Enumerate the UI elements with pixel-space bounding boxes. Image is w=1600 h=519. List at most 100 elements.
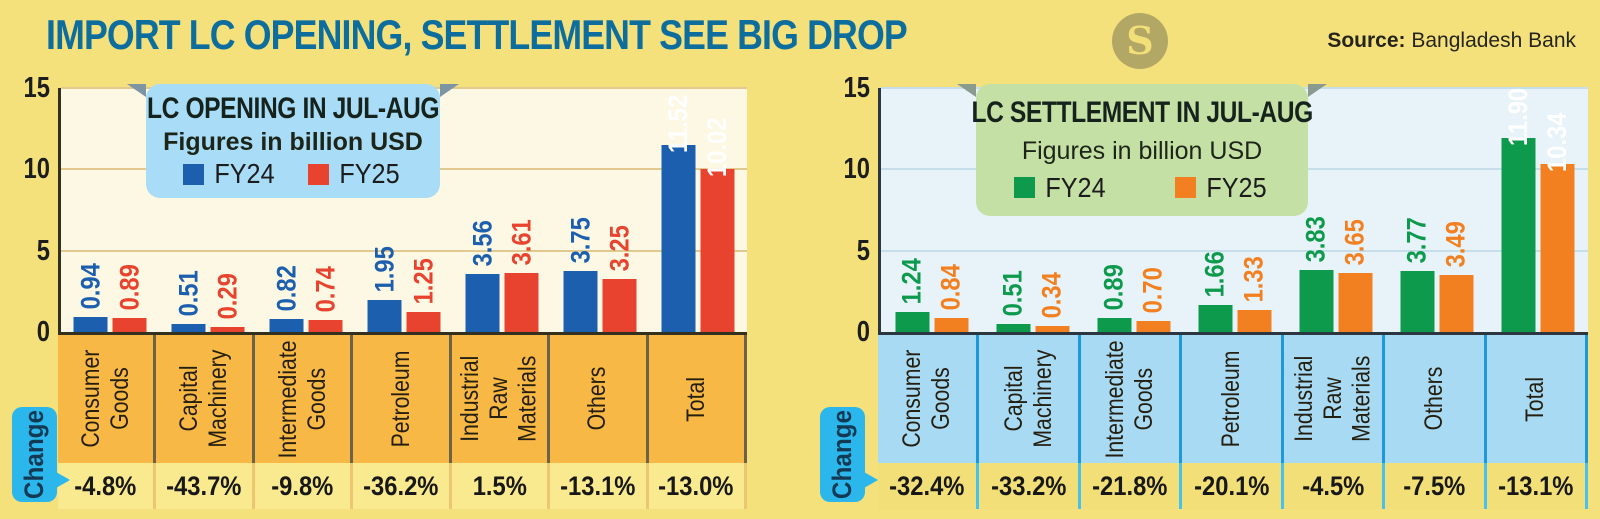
bar-label-fy24-capital-machinery: 0.51 <box>997 270 1028 317</box>
bar-pair-total: 11.90 10.34 <box>1501 88 1574 332</box>
bar-label-fy25-total: 10.34 <box>1541 112 1572 172</box>
change-cell-others: -13.1% <box>550 463 649 509</box>
source-value: Bangladesh Bank <box>1405 29 1576 52</box>
category-cell-total: Total <box>649 335 747 463</box>
slot-capital-machinery: 0.51 0.29 <box>159 88 257 332</box>
category-label-industrial-raw-materials: Industrial Raw Materials <box>456 355 542 443</box>
bar-label-fy25-petroleum: 1.33 <box>1238 256 1269 303</box>
chart-title: LC SETTLEMENT IN JUL-AUG <box>971 96 1313 130</box>
legend-label-fy25: FY25 <box>1206 171 1267 203</box>
bar-label-fy24-others: 3.77 <box>1401 217 1432 264</box>
bar-group-fy24-industrial-raw-materials: 3.56 <box>465 217 500 332</box>
bar-group-fy24-intermediate-goods: 0.89 <box>1097 261 1131 332</box>
category-label-capital-machinery: Capital Machinery <box>175 349 233 449</box>
bar-fy25-petroleum <box>1237 310 1271 332</box>
bar-fy25-intermediate-goods <box>308 320 343 332</box>
chart-subtitle: Figures in billion USD <box>1021 136 1263 165</box>
change-cell-consumer-goods: -4.8% <box>58 463 157 509</box>
y-tick-15: 15 <box>23 72 50 104</box>
bar-group-fy25-industrial-raw-materials: 3.65 <box>1338 216 1372 332</box>
change-value-consumer-goods: -4.8% <box>74 470 137 501</box>
publisher-logo-icon: S <box>1112 13 1168 69</box>
source-label: Source: <box>1327 29 1406 52</box>
category-cell-petroleum: Petroleum <box>1182 335 1284 463</box>
bar-label-fy25-capital-machinery: 0.34 <box>1036 272 1067 319</box>
gridline-5 <box>61 249 747 252</box>
category-label-consumer-goods: Consumer Goods <box>898 349 956 449</box>
bar-group-fy25-petroleum: 1.33 <box>1237 253 1271 332</box>
legend-item-fy25: FY25 <box>1175 172 1270 204</box>
bar-group-fy25-capital-machinery: 0.29 <box>210 270 245 332</box>
category-cell-consumer-goods: Consumer Goods <box>58 335 157 463</box>
change-value-consumer-goods: -32.4% <box>889 470 965 501</box>
bar-group-fy24-total: 11.52 <box>661 95 696 332</box>
chart-title: LC OPENING IN JUL-AUG <box>146 91 440 125</box>
bar-fy24-intermediate-goods <box>1097 318 1131 332</box>
bar-label-fy24-intermediate-goods: 0.89 <box>1098 264 1129 311</box>
category-label-intermediate-goods: Intermediate Goods <box>273 339 331 459</box>
legend-swatch-fy25 <box>308 163 329 185</box>
bar-label-fy25-others: 3.25 <box>604 225 634 272</box>
category-cell-industrial-raw-materials: Industrial Raw Materials <box>1284 335 1386 463</box>
change-tab-label: Change <box>19 409 49 500</box>
bar-group-fy25-industrial-raw-materials: 3.61 <box>504 216 539 332</box>
bar-label-fy24-total: 11.52 <box>663 94 693 153</box>
bar-group-fy24-consumer-goods: 0.94 <box>73 260 108 332</box>
change-value-capital-machinery: -43.7% <box>166 470 242 501</box>
bar-label-fy25-petroleum: 1.25 <box>408 258 438 305</box>
bar-group-fy25-petroleum: 1.25 <box>406 255 441 332</box>
legend-item-fy24: FY24 <box>183 158 278 190</box>
legend-swatch-fy24 <box>1014 177 1036 199</box>
bar-pair-industrial-raw-materials: 3.56 3.61 <box>465 216 539 332</box>
category-label-petroleum: Petroleum <box>386 350 415 448</box>
category-cell-others: Others <box>550 335 649 463</box>
legend: FY24 FY25 <box>1014 172 1270 204</box>
category-label-intermediate-goods: Intermediate Goods <box>1101 339 1159 459</box>
logo-glyph: S <box>1126 18 1154 63</box>
bar-label-fy24-consumer-goods: 1.24 <box>896 258 927 305</box>
change-cell-consumer-goods: -32.4% <box>878 463 980 509</box>
change-value-petroleum: -20.1% <box>1193 470 1270 501</box>
y-tick-0: 0 <box>36 316 50 348</box>
category-label-total: Total <box>1521 376 1550 422</box>
bar-fy25-industrial-raw-materials <box>1338 273 1372 332</box>
category-band: Consumer Goods Capital Machinery Intermedi… <box>58 335 747 463</box>
y-tick-5: 5 <box>856 234 870 267</box>
bar-fy25-petroleum <box>406 312 441 332</box>
slot-petroleum: 1.95 1.25 <box>355 88 453 332</box>
change-value-intermediate-goods: -21.8% <box>1092 470 1168 501</box>
slot-intermediate-goods: 0.89 0.70 <box>1083 88 1184 332</box>
bar-fy24-intermediate-goods <box>269 319 304 332</box>
bar-fy24-consumer-goods <box>73 317 108 332</box>
slot-total: 11.52 10.02 <box>649 88 747 332</box>
bar-group-fy24-consumer-goods: 1.24 <box>895 255 929 332</box>
bar-fy24-total: 11.90 <box>1501 88 1535 332</box>
chart-header-box: LC OPENING IN JUL-AUG Figures in billion… <box>127 84 459 198</box>
category-label-others: Others <box>1419 367 1448 431</box>
bar-group-fy25-intermediate-goods: 0.74 <box>308 263 343 332</box>
category-label-petroleum: Petroleum <box>1217 350 1246 448</box>
bar-group-fy24-petroleum: 1.95 <box>367 243 402 332</box>
change-value-capital-machinery: -33.2% <box>990 470 1067 501</box>
page-title: IMPORT LC OPENING, SETTLEMENT SEE BIG DR… <box>46 11 908 58</box>
bar-pair-consumer-goods: 0.94 0.89 <box>73 260 147 332</box>
bar-fy24-capital-machinery <box>171 324 206 332</box>
change-tab: Change <box>12 407 70 502</box>
bar-group-fy24-total: 11.90 <box>1501 88 1535 332</box>
bar-label-fy25-others: 3.49 <box>1440 221 1471 268</box>
change-value-others: -7.5% <box>1403 470 1466 501</box>
bar-label-fy25-intermediate-goods: 0.70 <box>1137 267 1168 314</box>
bar-group-fy25-total: 10.34 <box>1540 113 1574 332</box>
bar-group-fy25-others: 3.49 <box>1439 218 1473 332</box>
bar-fy24-petroleum <box>367 300 402 332</box>
change-value-industrial-raw-materials: -4.5% <box>1301 470 1364 501</box>
bar-pair-intermediate-goods: 0.89 0.70 <box>1097 261 1170 332</box>
bar-fy24-industrial-raw-materials <box>465 274 500 332</box>
legend-label-fy24: FY24 <box>214 158 275 190</box>
bar-label-fy24-capital-machinery: 0.51 <box>173 270 203 317</box>
bar-label-fy24-petroleum: 1.95 <box>369 246 399 293</box>
bar-fy25-total: 10.34 <box>1540 113 1574 332</box>
bar-group-fy24-others: 3.75 <box>563 214 598 332</box>
change-value-industrial-raw-materials: 1.5% <box>472 470 527 501</box>
